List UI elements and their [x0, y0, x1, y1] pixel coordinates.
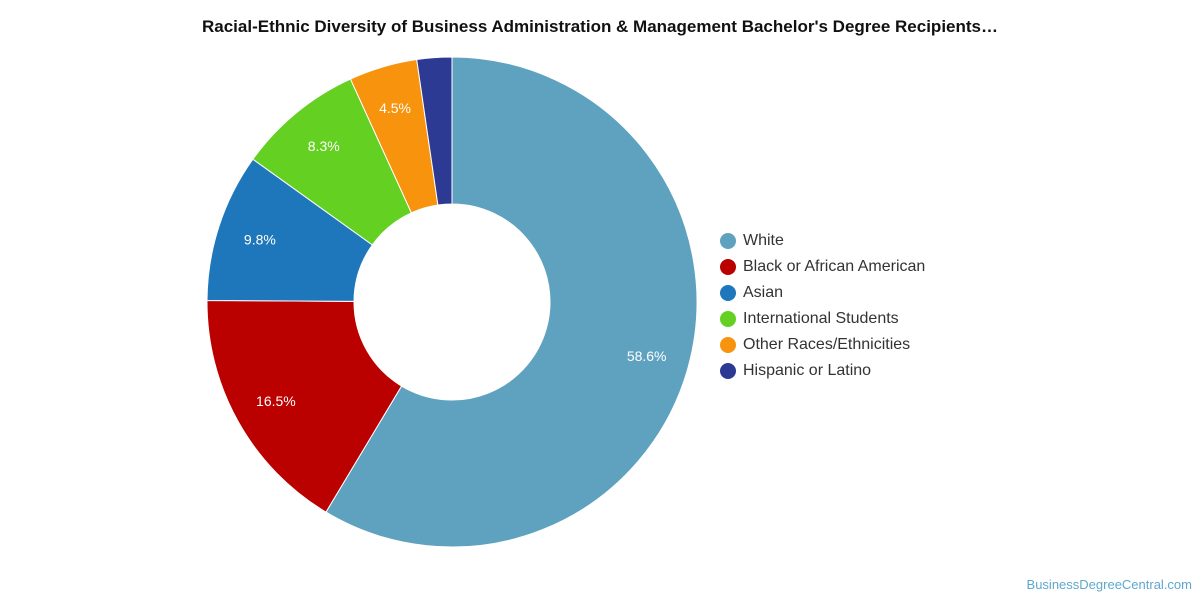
slice-hispanic-or-latino[interactable] [416, 56, 453, 206]
donut-slices [206, 56, 698, 548]
legend-swatch-icon [720, 363, 736, 379]
legend-swatch-icon [720, 233, 736, 249]
legend-swatch-icon [720, 285, 736, 301]
legend-label: White [743, 232, 784, 249]
legend: White Black or African American Asian Inter… [720, 228, 925, 384]
legend-label: Asian [743, 284, 784, 301]
legend-label: Other Races/Ethnicities [743, 336, 911, 353]
slice-labels: 58.6% 16.5% 9.8% 8.3% 4.5% [244, 100, 667, 409]
slice-label-black-or-african-american: 16.5% [256, 393, 296, 409]
legend-item-other-races-ethnicities[interactable]: Other Races/Ethnicities [720, 332, 925, 358]
legend-item-black-or-african-american[interactable]: Black or African American [720, 254, 925, 280]
legend-item-hispanic-or-latino[interactable]: Hispanic or Latino [720, 358, 925, 384]
slice-black-or-african-american[interactable] [206, 299, 403, 513]
slice-label-other-races-ethnicities: 4.5% [379, 100, 411, 116]
watermark[interactable]: BusinessDegreeCentral.com [1026, 577, 1192, 592]
slice-white[interactable] [325, 56, 698, 548]
legend-swatch-icon [720, 337, 736, 353]
legend-swatch-icon [720, 311, 736, 327]
chart-title: Racial-Ethnic Diversity of Business Admi… [201, 17, 998, 36]
legend-label: Hispanic or Latino [743, 362, 872, 379]
slice-label-asian: 9.8% [244, 232, 276, 248]
legend-label: Black or African American [743, 258, 926, 275]
legend-item-international-students[interactable]: International Students [720, 306, 925, 332]
slice-label-white: 58.6% [627, 348, 667, 364]
legend-item-asian[interactable]: Asian [720, 280, 925, 306]
slice-label-international-students: 8.3% [308, 138, 340, 154]
legend-swatch-icon [720, 259, 736, 275]
legend-label: International Students [743, 310, 899, 327]
legend-item-white[interactable]: White [720, 228, 925, 254]
